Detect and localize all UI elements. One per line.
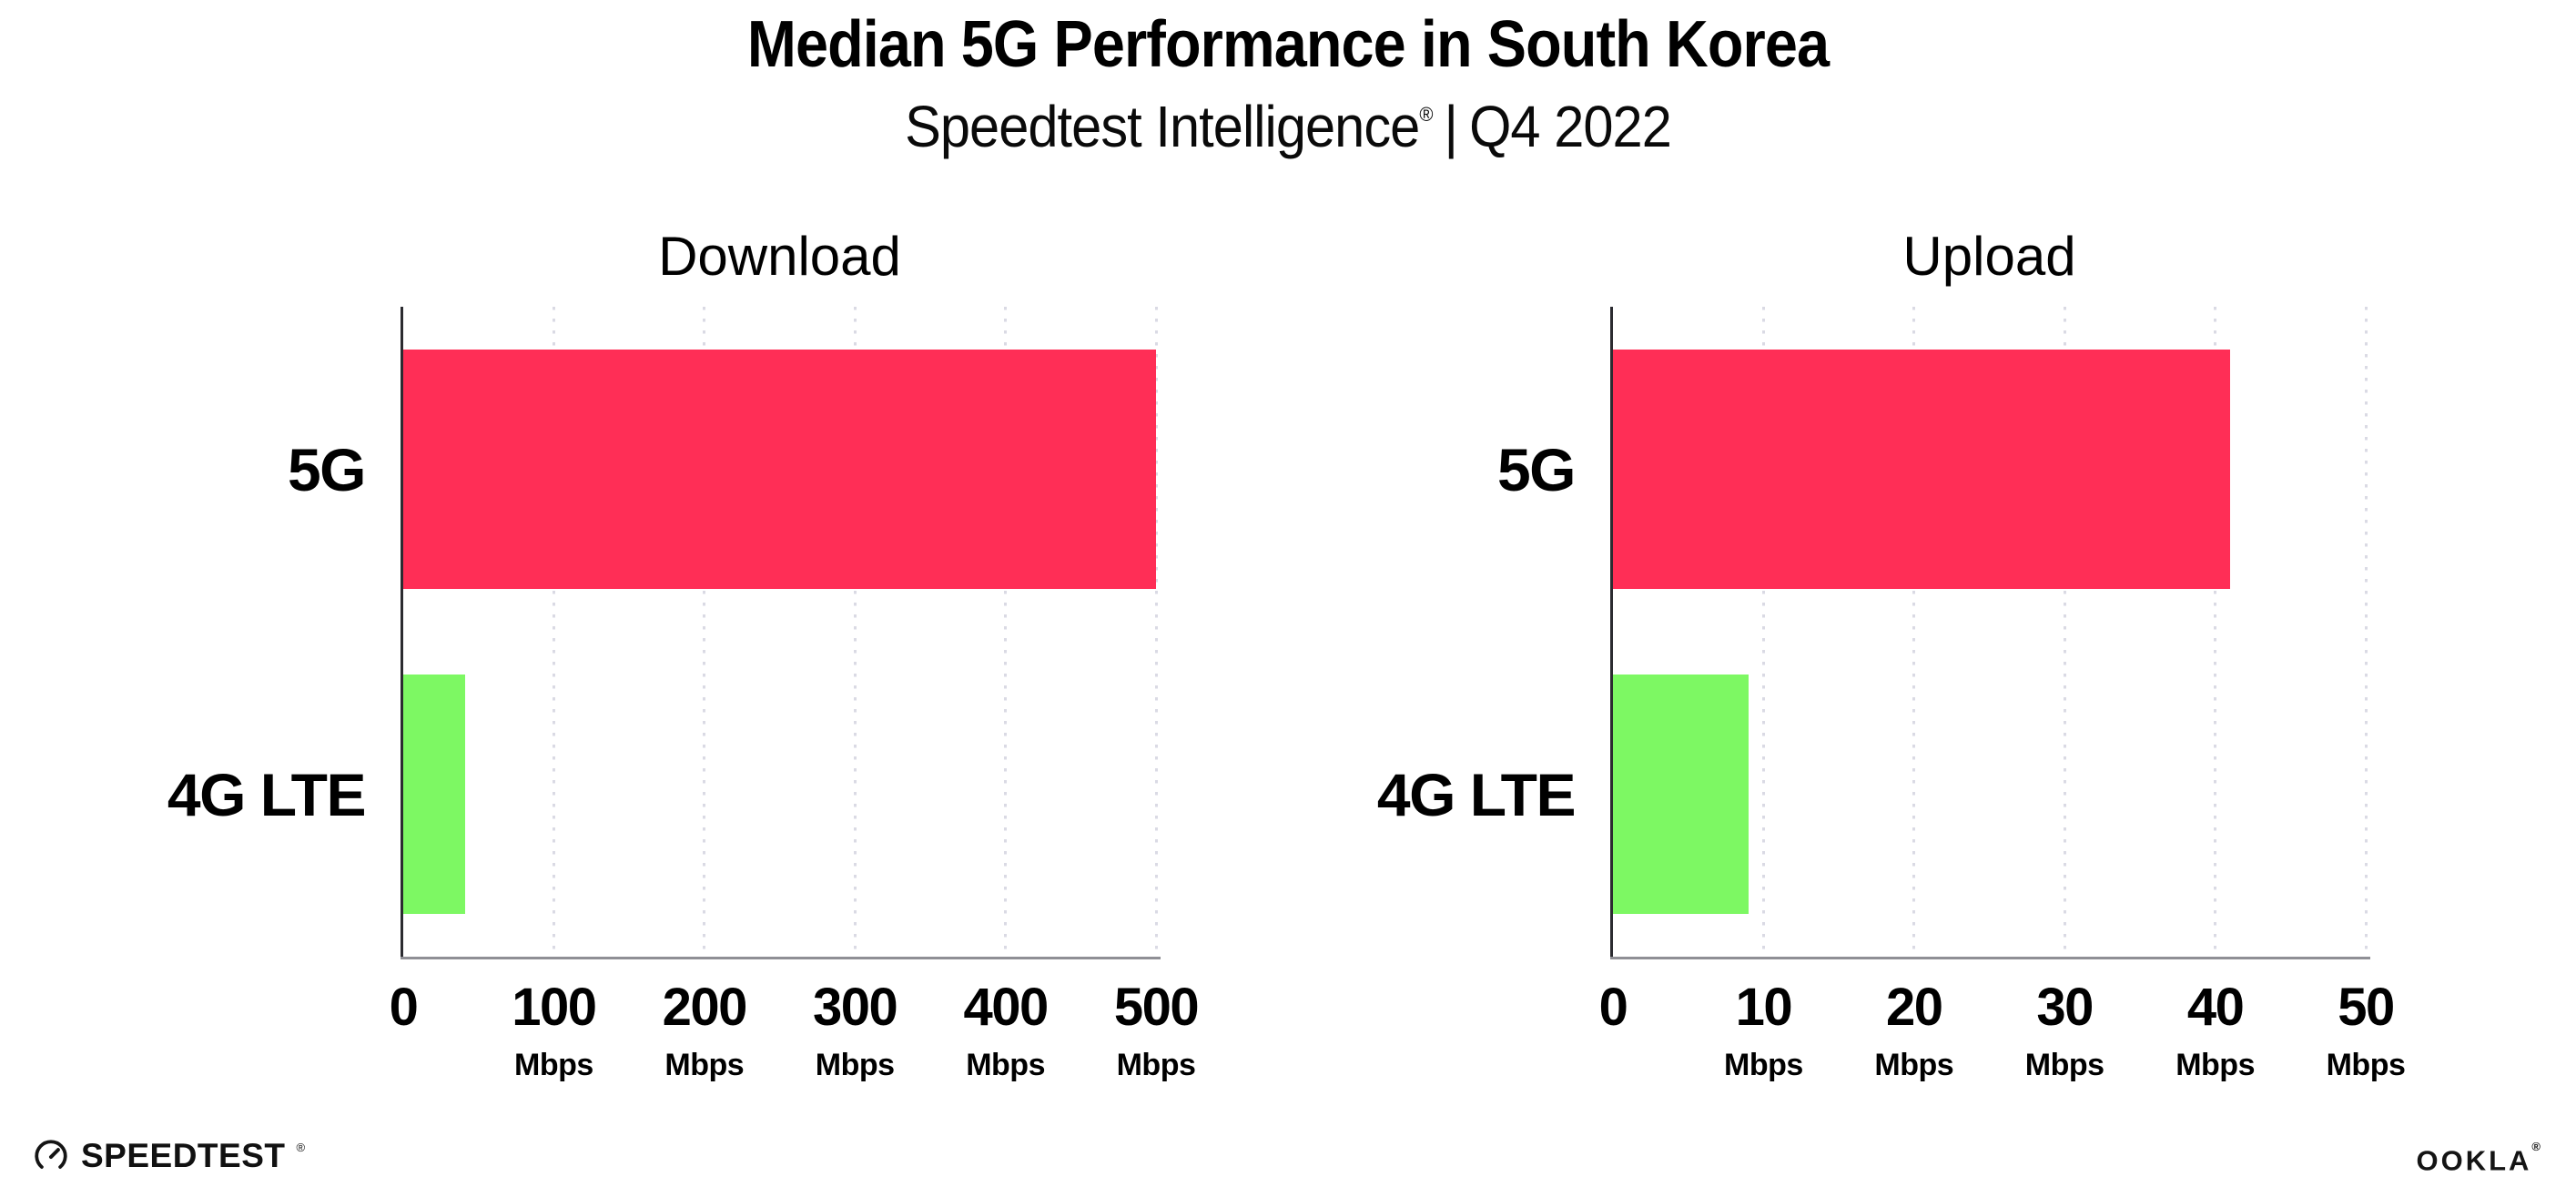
gridline-download-400 [1004, 307, 1008, 957]
speedtest-logo: SPEEDTEST ® [32, 1136, 305, 1176]
tick-unit-label-upload-50: Mbps [2326, 1048, 2406, 1082]
tick-label-download-0: 0 [389, 978, 419, 1037]
category-label-upload-5g: 5G [1496, 435, 1577, 503]
gridline-upload-20 [1912, 307, 1916, 957]
tick-label-download-400: 400 [963, 978, 1049, 1037]
tick-unit-label-download-400: Mbps [966, 1048, 1045, 1082]
category-label-upload-4g-lte: 4G LTE [1376, 760, 1577, 828]
gridline-download-300 [853, 307, 857, 957]
tick-unit-label-upload-40: Mbps [2175, 1048, 2255, 1082]
tick-label-download-200: 200 [662, 978, 748, 1037]
gridline-upload-50 [2364, 307, 2368, 957]
y-axis-line-upload [1610, 307, 1613, 959]
bar-download-4g-lte [403, 675, 465, 914]
bar-upload-5g [1613, 350, 2231, 589]
tick-unit-label-upload-30: Mbps [2024, 1048, 2104, 1082]
x-axis-line-upload [1610, 957, 2370, 959]
tick-label-download-500: 500 [1113, 978, 1200, 1037]
tick-unit-label-download-200: Mbps [664, 1048, 745, 1082]
speedtest-wordmark: SPEEDTEST [81, 1137, 286, 1174]
tick-unit-label-download-300: Mbps [815, 1048, 895, 1082]
tick-unit-label-upload-10: Mbps [1724, 1048, 1803, 1082]
tick-label-download-100: 100 [512, 978, 597, 1037]
ookla-logo: OOKLA® [2416, 1140, 2543, 1176]
gridline-download-100 [552, 307, 555, 957]
category-label-download-4g-lte: 4G LTE [167, 760, 367, 828]
registered-mark-icon: ® [2531, 1140, 2543, 1153]
tick-unit-label-download-100: Mbps [514, 1048, 593, 1082]
subtitle-separator: | [1444, 94, 1458, 159]
tick-unit-label-upload-20: Mbps [1874, 1048, 1954, 1082]
gridline-upload-10 [1761, 307, 1765, 957]
tick-label-upload-0: 0 [1598, 978, 1628, 1037]
subtitle-product: Speedtest Intelligence [905, 94, 1420, 159]
bar-upload-4g-lte [1613, 675, 1749, 914]
tick-unit-label-download-500: Mbps [1116, 1048, 1196, 1082]
tick-label-download-300: 300 [813, 978, 898, 1037]
gridline-upload-30 [2063, 307, 2066, 957]
ookla-wordmark: OOKLA [2416, 1144, 2532, 1177]
registered-mark-icon: ® [296, 1140, 306, 1154]
tick-label-upload-50: 50 [2338, 978, 2395, 1037]
page-title: Median 5G Performance in South Korea [746, 8, 1830, 81]
tick-label-upload-40: 40 [2186, 978, 2245, 1037]
tick-label-upload-30: 30 [2036, 978, 2094, 1037]
chart-title-download: Download [658, 226, 901, 287]
x-axis-line-download [401, 957, 1161, 959]
page-subtitle: Speedtest Intelligence® | Q4 2022 [90, 93, 2486, 160]
bar-download-5g [403, 350, 1156, 589]
chart-title-upload: Upload [1902, 226, 2076, 287]
tick-label-upload-20: 20 [1886, 978, 1943, 1037]
y-axis-line-download [401, 307, 403, 959]
speedtest-gauge-icon [35, 1140, 67, 1169]
gridline-download-500 [1154, 307, 1158, 957]
category-label-download-5g: 5G [287, 435, 367, 503]
gridline-download-200 [703, 307, 706, 957]
registered-mark-icon: ® [1419, 102, 1433, 126]
subtitle-period: Q4 2022 [1469, 94, 1672, 159]
gridline-upload-40 [2214, 307, 2217, 957]
tick-label-upload-10: 10 [1735, 978, 1793, 1037]
